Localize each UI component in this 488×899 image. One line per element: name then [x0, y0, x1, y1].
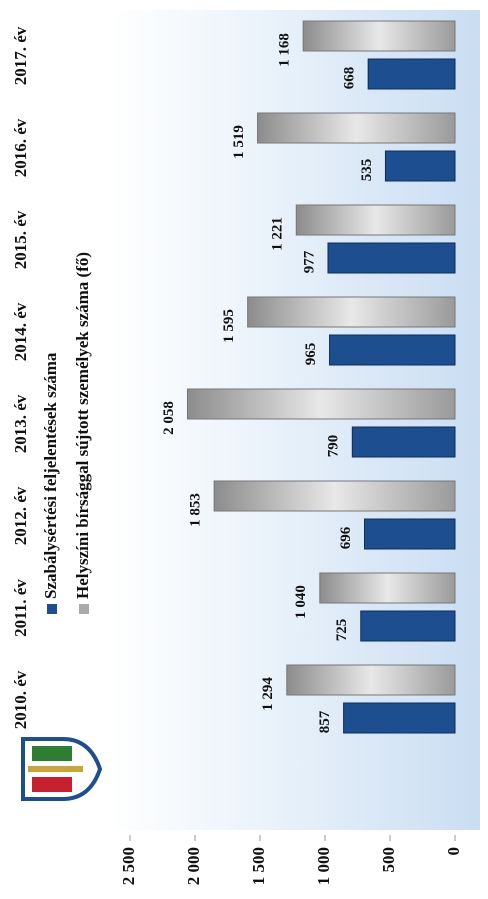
- x-tick-label: 2012. év: [11, 486, 30, 545]
- y-tick-label: 0: [444, 847, 463, 856]
- x-tick-label: 2015. év: [11, 210, 30, 269]
- bar: [302, 20, 456, 52]
- value-label: 668: [342, 67, 358, 90]
- value-label: 535: [359, 159, 375, 182]
- value-label: 857: [317, 710, 333, 733]
- bar: [213, 480, 456, 512]
- value-label: 696: [338, 526, 354, 549]
- bar: [257, 112, 456, 144]
- y-tick-label: 500: [379, 847, 398, 873]
- value-label: 965: [303, 343, 319, 366]
- value-label: 1 853: [188, 493, 204, 527]
- value-label: 1 595: [221, 309, 237, 343]
- value-label: 1 221: [270, 217, 286, 251]
- value-label: 1 168: [277, 33, 293, 67]
- value-label: 790: [326, 435, 342, 458]
- bar: [247, 296, 456, 328]
- legend-label: Helyszíni bírsággal sújtott személyek sz…: [73, 252, 92, 599]
- bar: [343, 702, 456, 734]
- logo-stripe: [32, 746, 72, 761]
- x-tick-label: 2014. év: [11, 302, 30, 361]
- value-label: 1 040: [293, 585, 309, 619]
- x-tick-label: 2013. év: [11, 394, 30, 453]
- legend-label: Szabálysértési feljelentések száma: [41, 352, 60, 599]
- value-label: 1 519: [231, 125, 247, 159]
- bar: [360, 610, 456, 642]
- bar: [329, 334, 456, 366]
- value-label: 1 294: [260, 677, 276, 711]
- legend-swatch: [79, 604, 89, 614]
- bar: [327, 242, 456, 274]
- bar: [186, 388, 456, 420]
- y-tick-label: 2 000: [184, 847, 203, 885]
- bar: [367, 58, 456, 90]
- x-tick-label: 2016. év: [11, 118, 30, 177]
- y-tick-label: 2 500: [119, 847, 138, 885]
- x-tick-label: 2017. év: [11, 26, 30, 85]
- bar: [319, 572, 456, 604]
- x-tick-label: 2010. év: [11, 670, 30, 729]
- legend-swatch: [47, 604, 57, 614]
- x-tick-label: 2011. év: [11, 579, 30, 637]
- bar: [286, 664, 456, 696]
- y-tick-label: 1 000: [314, 847, 333, 885]
- logo: [21, 737, 103, 801]
- y-tick-label: 1 500: [249, 847, 268, 885]
- rotated-chart: 0 500 1 000 1 500 2 000 2 500 2010. év 857 1 294…: [11, 20, 463, 885]
- value-label: 2 058: [161, 401, 177, 435]
- bar: [351, 426, 456, 458]
- bar: [384, 150, 456, 182]
- bar: [364, 518, 456, 550]
- logo-sword: [28, 766, 83, 772]
- value-label: 725: [334, 619, 350, 642]
- logo-stripe: [32, 777, 72, 792]
- value-label: 977: [301, 250, 317, 273]
- bar: [295, 204, 456, 236]
